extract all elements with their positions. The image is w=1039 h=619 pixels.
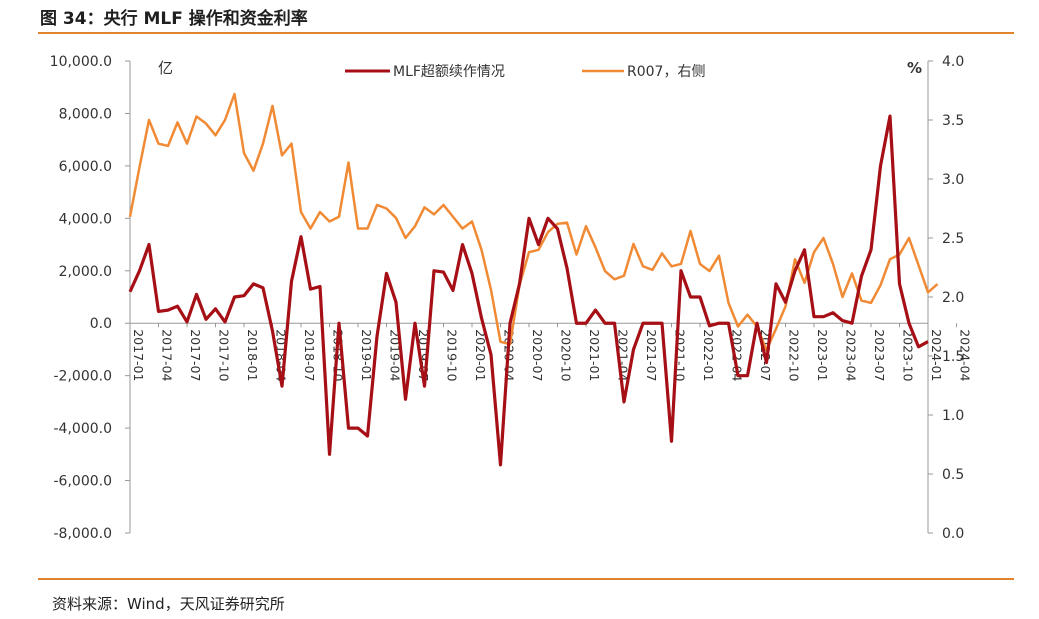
x-tick-label: 2017-10 [217,329,232,381]
right-tick-label: 1.0 [942,408,964,424]
top-rule [38,32,1014,34]
legend-label-r007: R007，右侧 [627,64,705,80]
x-tick-label: 2017-07 [188,329,203,381]
x-tick-label: 2019-01 [359,329,374,381]
x-tick-label: 2017-01 [131,329,146,381]
left-tick-label: 4,000.0 [59,211,112,227]
x-tick-label: 2018-01 [245,329,260,381]
right-tick-label: 4.0 [942,54,964,70]
axes-layer: 10,000.0 8,000.0 6,000.0 4,000.0 2,000.0 0.0 -… [50,54,965,542]
source-note: 资料来源：Wind，天风证券研究所 [52,595,285,613]
right-tick-label: 0.0 [942,526,964,542]
x-tick-label: 2023-07 [872,329,887,381]
left-tick-label: -4,000.0 [54,421,113,437]
series-layer [128,92,939,467]
x-tick-label: 2018-07 [302,329,317,381]
left-tick-label: 8,000.0 [59,106,112,122]
left-tick-label: 2,000.0 [59,264,112,280]
legend: MLF超额续作情况 R007，右侧 [345,63,705,80]
x-tick-label: 2021-07 [644,329,659,381]
x-tick-label: 2024-04 [958,329,973,381]
x-tick-label: 2023-10 [901,329,916,381]
x-tick-label: 2020-01 [473,329,488,381]
right-tick-label: 3.0 [942,172,964,188]
right-tick-label: 3.5 [942,113,964,129]
left-tick-label: 6,000.0 [59,159,112,175]
series-line-r007 [128,92,939,352]
left-tick-label: -2,000.0 [54,369,113,385]
x-tick-label: 2020-07 [530,329,545,381]
left-unit-label: 亿 [158,59,173,77]
left-tick-label: 10,000.0 [50,54,112,70]
right-tick-label: 2.5 [942,231,964,247]
x-tick-label: 2024-01 [929,329,944,381]
x-tick-label: 2022-01 [701,329,716,381]
x-tick-label: 2017-04 [160,329,175,381]
right-tick-label: 1.5 [942,349,964,365]
left-tick-label: -6,000.0 [54,474,113,490]
x-tick-label: 2019-10 [445,329,460,381]
x-tick-layer: 2017-01 2017-04 2017-07 2017-10 2018-01 2018-… [129,323,973,381]
left-tick-label: -8,000.0 [54,526,113,542]
x-tick-label: 2022-10 [787,329,802,381]
legend-label-mlf: MLF超额续作情况 [393,63,505,80]
series-line-mlf [128,114,929,467]
right-tick-label: 0.5 [942,467,964,483]
bottom-rule [38,578,1014,580]
figure-title: 图 34：央行 MLF 操作和资金利率 [40,9,308,29]
x-tick-label: 2021-01 [587,329,602,381]
x-tick-label: 2023-01 [815,329,830,381]
left-tick-label: 0.0 [90,316,112,332]
x-tick-label: 2023-04 [844,329,859,381]
x-tick-label: 2020-10 [559,329,574,381]
right-tick-label: 2.0 [942,290,964,306]
right-unit-label: % [907,59,922,77]
